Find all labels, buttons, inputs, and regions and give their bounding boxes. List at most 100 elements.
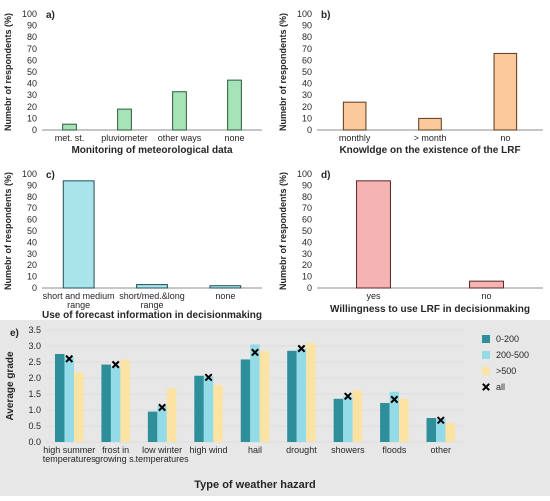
chart-b-ytick-label: 70 [302, 44, 312, 54]
chart-e-xtick-label: floods [382, 445, 407, 455]
chart-d-x-axis-label: Willingness to use LRF in decisionmaking [330, 304, 530, 315]
chart-b-xtick-label: > month [414, 133, 447, 143]
chart-e-background [0, 320, 550, 496]
chart-e-ytick-label: 3.5 [28, 325, 41, 335]
chart-b-ytick-label: 40 [302, 79, 312, 89]
chart-e-xtick-label: drought [286, 445, 317, 455]
chart-e-marker-all [204, 373, 213, 382]
chart-e-y-axis-label: Average grade [5, 351, 16, 421]
chart-d-ytick-label: 30 [302, 249, 312, 259]
chart-d-y-axis-label: Numebr of respondents (%) [278, 172, 288, 290]
chart-e-xtick-label: high summer [43, 445, 95, 455]
chart-d-ytick-label: 70 [302, 203, 312, 213]
chart-e-ytick-label: 1.0 [28, 405, 41, 415]
chart-e-bar-0200 [426, 418, 437, 442]
chart-c-bar [209, 285, 242, 289]
chart-a-ytick-label: 100 [22, 9, 37, 19]
chart-d-panel-label: d) [321, 170, 330, 181]
chart-e-panel-label: e) [10, 328, 19, 339]
chart-c-ytick-label: 60 [27, 215, 37, 225]
chart-e-bar-500 [259, 350, 270, 442]
chart-c-bar [62, 180, 95, 289]
chart-e-bar-500 [213, 385, 223, 442]
chart-e-bar-500 [445, 422, 456, 442]
chart-panel-a: a) 0 10 20 30 40 50 60 70 80 90 100 Numebr of respon… [0, 0, 275, 160]
chart-e-ytick-label: 2.0 [28, 373, 41, 383]
chart-a-ytick-label: 50 [27, 67, 37, 77]
chart-d-ytick-label: 80 [302, 192, 312, 202]
chart-e-xtick-label: showers [331, 445, 365, 455]
chart-c-xtick-label: range [140, 300, 163, 310]
chart-c-bar [136, 284, 168, 289]
chart-c-ytick-label: 10 [27, 272, 37, 282]
chart-d-ytick-label: 10 [302, 272, 312, 282]
chart-e-bar-200500 [64, 357, 74, 442]
chart-e-xtick-label: temperatures [136, 454, 190, 464]
chart-e-legend-label: >500 [496, 366, 516, 376]
chart-c-ytick-label: 30 [27, 249, 37, 259]
chart-e-legend-swatch [482, 335, 490, 343]
chart-e-marker-all [436, 416, 445, 425]
chart-d-ytick-label: 90 [302, 180, 312, 190]
chart-a-bar [62, 123, 77, 131]
chart-e-ytick-label: 3.0 [28, 341, 41, 351]
chart-a-xtick-label: other ways [158, 133, 202, 143]
chart-e-bar-200500 [389, 391, 400, 442]
chart-d-bar [469, 280, 504, 289]
chart-d-ytick-label: 50 [302, 226, 312, 236]
chart-c-y-axis-label: Numebr of respondents (%) [3, 172, 13, 290]
chart-a-ytick-label: 80 [27, 32, 37, 42]
chart-c-xtick-label: short/med.&long [119, 291, 185, 301]
chart-b-ytick-label: 100 [297, 9, 312, 19]
chart-a-ytick-label: 30 [27, 90, 37, 100]
chart-e-bar-500 [166, 388, 177, 442]
chart-b-ytick-label: 10 [302, 113, 312, 123]
chart-b-y-axis-label: Numebr of respondents (%) [278, 13, 288, 131]
chart-a-ytick-label: 20 [27, 102, 37, 112]
chart-b-bar [493, 52, 518, 131]
chart-c-ytick-label: 70 [27, 203, 37, 213]
chart-d-xtick-label: yes [366, 291, 381, 301]
chart-c-ytick-label: 100 [22, 169, 37, 179]
chart-a-ytick-label: 40 [27, 79, 37, 89]
chart-a-xtick-label: met. st. [55, 133, 85, 143]
chart-b-ytick-label: 80 [302, 32, 312, 42]
chart-c-ytick-label: 20 [27, 260, 37, 270]
chart-c-ytick-label: 50 [27, 226, 37, 236]
chart-a-ytick-label: 60 [27, 55, 37, 65]
chart-c-ytick-label: 0 [32, 283, 37, 293]
chart-b-ytick-label: 90 [302, 21, 312, 31]
chart-e-bar-200500 [296, 348, 307, 442]
chart-e-bar-0200 [333, 398, 344, 442]
chart-a-x-axis-label: Monitoring of meteorological data [71, 145, 233, 156]
chart-e-bar-0200 [287, 350, 297, 442]
chart-d-bar [356, 180, 391, 289]
chart-e-bar-0200 [194, 375, 204, 442]
chart-b-x-axis-label: Knowldge on the existence of the LRF [339, 145, 520, 156]
chart-e-xtick-label: high wind [190, 445, 228, 455]
chart-b-panel-label: b) [321, 10, 330, 21]
chart-e-bar-0200 [101, 364, 111, 442]
chart-a-bar [172, 91, 187, 131]
chart-a-xtick-label: none [224, 133, 244, 143]
chart-panel-c: c) 0 10 20 30 40 50 60 70 80 90 100 Numebr of respon… [0, 162, 275, 321]
chart-e-bar-200500 [436, 418, 446, 442]
chart-b-ytick-label: 50 [302, 67, 312, 77]
chart-panel-d: d) 0 10 20 30 40 50 60 70 80 90 100 Numebr of respon… [275, 162, 550, 320]
chart-a-bar [117, 108, 132, 131]
chart-e-xtick-label: hail [248, 445, 262, 455]
chart-d-ytick-label: 20 [302, 260, 312, 270]
chart-e-marker-all [297, 344, 306, 353]
chart-e-bar-500 [352, 390, 363, 442]
chart-e-legend-label: 200-500 [496, 350, 529, 360]
chart-e-bar-200500 [343, 396, 353, 442]
chart-e-bar-500 [120, 359, 130, 442]
chart-panel-b: b) 0 10 20 30 40 50 60 70 80 90 100 Numebr of respon… [275, 0, 550, 160]
chart-e-ytick-label: 2.5 [28, 357, 41, 367]
chart-a-panel-label: a) [46, 10, 55, 21]
chart-a-ytick-label: 0 [32, 125, 37, 135]
chart-e-bar-0200 [147, 411, 158, 442]
chart-d-ytick-label: 60 [302, 215, 312, 225]
